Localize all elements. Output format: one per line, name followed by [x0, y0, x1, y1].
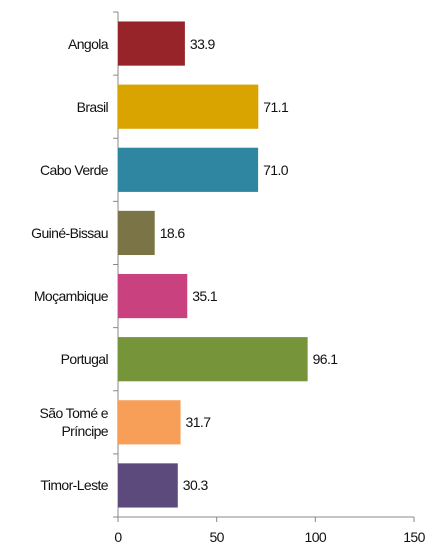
y-tick-label: São Tomé e Príncipe — [39, 405, 109, 440]
data-label: 30.3 — [182, 477, 208, 494]
x-tick-label: 50 — [209, 529, 224, 545]
x-tick-label: 150 — [403, 529, 425, 545]
y-tick-label: Timor-Leste — [40, 477, 108, 494]
y-tick-label: Portugal — [60, 351, 109, 368]
data-label: 33.9 — [189, 35, 215, 52]
data-label: 71.0 — [263, 161, 288, 178]
data-label: 35.1 — [192, 288, 218, 305]
bar — [118, 463, 178, 508]
y-tick-label: Angola — [68, 35, 109, 52]
bar — [118, 400, 181, 445]
x-tick-label: 0 — [114, 529, 122, 545]
data-label: 96.1 — [312, 351, 338, 368]
bar — [118, 147, 259, 192]
y-tick-label: Brasil — [76, 98, 109, 115]
x-tick-label: 100 — [304, 529, 327, 545]
data-label: 71.1 — [263, 98, 289, 115]
bar — [118, 210, 155, 256]
bar — [118, 84, 259, 129]
y-tick-label: Moçambique — [33, 288, 109, 305]
bar — [118, 21, 185, 66]
data-label: 31.7 — [185, 414, 211, 431]
bar — [118, 273, 188, 319]
data-label: 18.6 — [159, 224, 185, 241]
y-tick-label: Guiné-Bissau — [31, 224, 108, 241]
y-tick-label: Cabo Verde — [40, 161, 109, 178]
bar — [118, 337, 308, 382]
